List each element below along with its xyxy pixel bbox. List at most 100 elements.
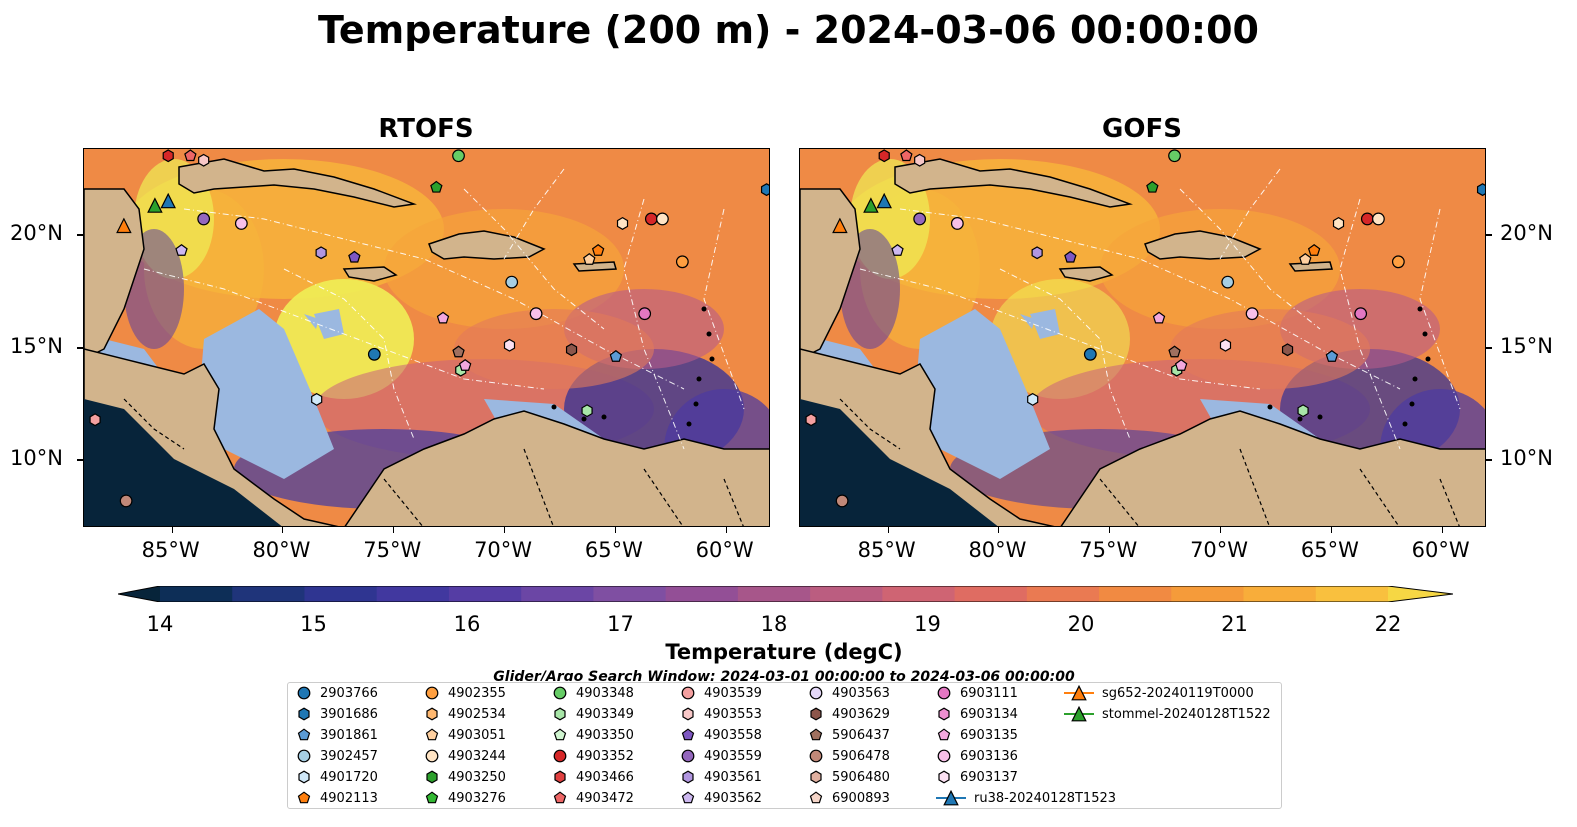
float-legend-marker	[938, 770, 950, 784]
colorbar	[118, 586, 1453, 602]
argo-float-marker	[644, 212, 658, 226]
argo-float-marker	[529, 307, 543, 321]
float-legend-marker	[937, 686, 951, 700]
glider-marker	[832, 217, 848, 234]
argo-float-marker	[913, 212, 927, 226]
float-legend-marker	[681, 728, 695, 741]
legend-item: 4903559	[680, 747, 762, 765]
argo-float-marker	[891, 243, 904, 256]
argo-float-marker	[175, 243, 188, 256]
colorbar-segment	[1243, 586, 1317, 602]
argo-float-marker	[1168, 149, 1181, 163]
figure-title: Temperature (200 m) - 2024-03-06 00:00:0…	[317, 8, 1259, 52]
argo-float-marker	[565, 343, 578, 357]
legend-item: 6903134	[936, 705, 1018, 723]
argo-float-marker	[616, 216, 629, 230]
argo-float-marker	[900, 149, 913, 162]
argo-float-marker	[591, 243, 605, 256]
float-legend-marker	[425, 686, 439, 700]
legend-label: 6900893	[832, 790, 890, 806]
colorbar-segment	[810, 586, 883, 602]
argo-float-marker	[805, 413, 817, 427]
lat-tick-label: 10°N	[1500, 446, 1553, 471]
float-legend-marker	[297, 749, 311, 763]
argo-float-marker	[609, 350, 623, 362]
legend-item: 4903562	[680, 789, 762, 807]
float-legend-marker	[425, 791, 439, 804]
lat-tick	[77, 233, 83, 236]
legend-label: 2903766	[320, 685, 378, 701]
legend-label: 5906480	[832, 769, 890, 785]
legend-item: 6903136	[936, 747, 1018, 765]
legend-item: 3902457	[296, 747, 378, 765]
argo-float-marker	[1245, 307, 1259, 321]
colorbar-tick-label: 17	[607, 612, 634, 636]
legend-label: 4903349	[576, 706, 634, 722]
lon-tick	[1220, 527, 1222, 533]
lon-tick-label: 70°W	[474, 538, 533, 562]
colorbar-segment	[1099, 586, 1172, 602]
lon-tick-label: 80°W	[968, 538, 1027, 562]
lon-tick	[1441, 527, 1443, 533]
legend: 2903766 3901686 3901861 3902457 4901720 49021…	[287, 682, 1282, 809]
legend-item: ru38-20240128T1523	[936, 789, 1116, 807]
float-legend-marker	[682, 707, 694, 721]
panel-title-gofs: GOFS	[1102, 114, 1182, 144]
lon-tick	[614, 527, 616, 533]
colorbar-segment	[737, 586, 811, 602]
colorbar-segment	[1171, 586, 1245, 602]
argo-float-marker	[1174, 359, 1188, 371]
legend-label: stommel-20240128T1522	[1102, 706, 1271, 722]
lon-tick	[1330, 527, 1332, 533]
legend-item: 4903250	[424, 768, 506, 786]
lon-tick	[282, 527, 284, 533]
float-legend-marker	[682, 770, 694, 784]
colorbar-segment	[160, 586, 233, 602]
argo-float-marker	[1354, 307, 1368, 321]
colorbar-segment	[1026, 586, 1100, 602]
map-canvas	[800, 149, 1485, 526]
legend-label: 6903135	[960, 727, 1018, 743]
lon-tick-label: 85°W	[141, 538, 200, 562]
argo-float-marker	[914, 153, 926, 167]
lat-tick	[1486, 459, 1492, 462]
colorbar-segment	[665, 586, 739, 602]
legend-item: 4903276	[424, 789, 506, 807]
argo-float-marker	[1168, 345, 1181, 358]
lon-tick-label: 75°W	[1079, 538, 1138, 562]
legend-label: 4903051	[448, 727, 506, 743]
argo-float-marker	[348, 250, 361, 263]
lon-tick	[171, 527, 173, 533]
glider-legend-marker	[1064, 706, 1094, 722]
float-legend-marker	[426, 707, 438, 721]
lon-tick	[887, 527, 889, 533]
colorbar-segment	[304, 586, 378, 602]
colorbar-tick-label: 14	[146, 612, 174, 636]
argo-float-marker	[583, 252, 596, 265]
legend-label: 3902457	[320, 748, 378, 764]
glider-legend-marker	[936, 790, 966, 806]
legend-item: 4903244	[424, 747, 506, 765]
legend-item: 4903051	[424, 726, 506, 744]
colorbar-segment	[593, 586, 667, 602]
colorbar-segment	[448, 586, 522, 602]
legend-item: 6900893	[808, 789, 890, 807]
legend-label: 4903466	[576, 769, 634, 785]
legend-item: 4903563	[808, 684, 890, 702]
legend-label: 4903558	[704, 727, 762, 743]
float-legend-marker	[554, 707, 566, 721]
colorbar-tick-label: 15	[300, 612, 327, 636]
float-legend-marker	[298, 770, 310, 784]
argo-float-marker	[1152, 311, 1166, 324]
argo-float-marker	[505, 275, 519, 289]
argo-float-marker	[234, 217, 248, 230]
legend-item: stommel-20240128T1522	[1064, 705, 1271, 723]
legend-label: 4902113	[320, 790, 378, 806]
lon-tick	[1109, 527, 1111, 533]
legend-label: 4903350	[576, 727, 634, 743]
legend-item: 4903352	[552, 747, 634, 765]
lat-tick-label: 20°N	[1500, 220, 1553, 245]
argo-float-marker	[1297, 404, 1309, 418]
colorbar-tick-label: 18	[760, 612, 788, 636]
legend-label: sg652-20240119T0000	[1102, 685, 1254, 701]
